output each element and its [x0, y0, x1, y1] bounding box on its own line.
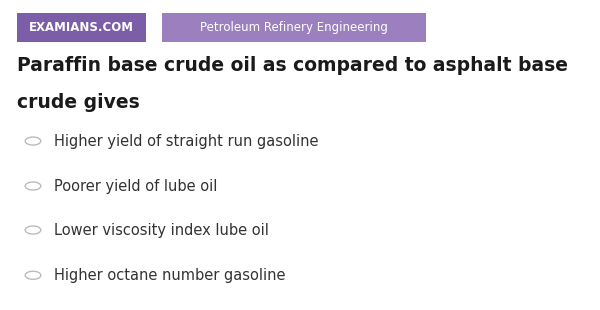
Text: Higher yield of straight run gasoline: Higher yield of straight run gasoline: [54, 134, 319, 148]
Text: Paraffin base crude oil as compared to asphalt base: Paraffin base crude oil as compared to a…: [17, 56, 568, 75]
Circle shape: [25, 271, 41, 279]
FancyBboxPatch shape: [162, 13, 426, 42]
Text: Lower viscosity index lube oil: Lower viscosity index lube oil: [54, 223, 269, 237]
FancyBboxPatch shape: [17, 13, 146, 42]
Circle shape: [25, 137, 41, 145]
Text: Petroleum Refinery Engineering: Petroleum Refinery Engineering: [200, 21, 388, 34]
Circle shape: [25, 182, 41, 190]
Text: EXAMIANS.COM: EXAMIANS.COM: [29, 21, 134, 34]
Circle shape: [25, 226, 41, 234]
Text: Poorer yield of lube oil: Poorer yield of lube oil: [54, 179, 217, 193]
Text: crude gives: crude gives: [17, 93, 140, 112]
Text: Higher octane number gasoline: Higher octane number gasoline: [54, 268, 286, 283]
